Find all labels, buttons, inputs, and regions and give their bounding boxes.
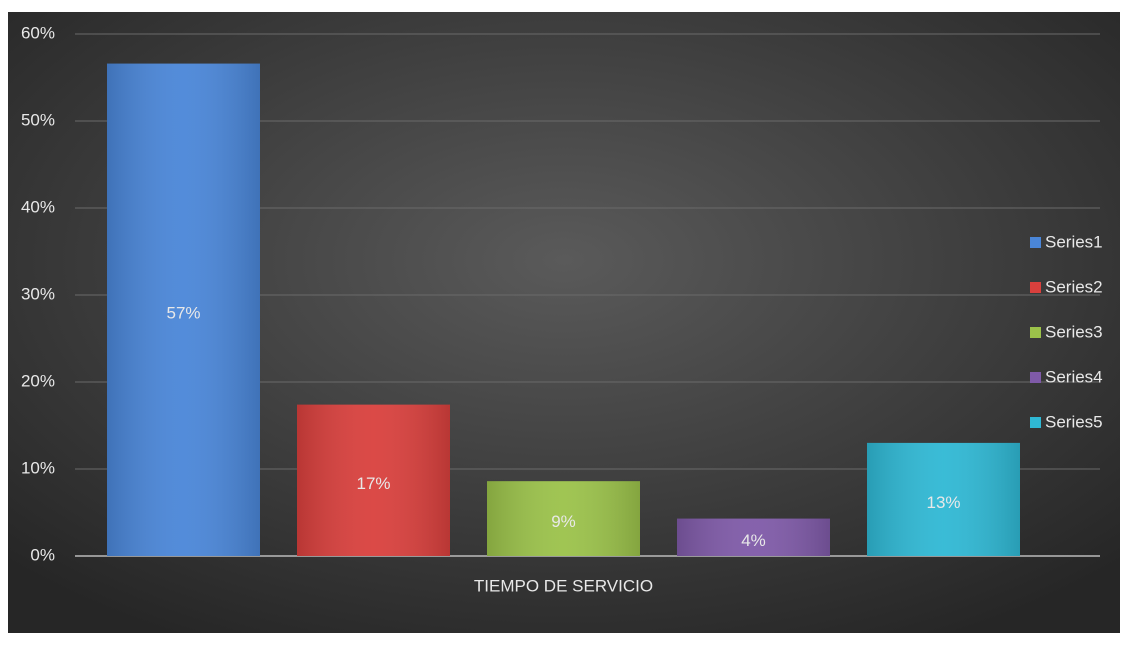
data-label: 4% (741, 531, 766, 550)
legend-swatch (1030, 327, 1041, 338)
legend-label: Series5 (1045, 412, 1103, 431)
data-label: 17% (356, 474, 390, 493)
legend-swatch (1030, 237, 1041, 248)
x-tick-label: TIEMPO DE SERVICIO (474, 576, 653, 595)
legend-swatch (1030, 372, 1041, 383)
y-tick-label: 60% (21, 23, 55, 42)
y-tick-label: 20% (21, 371, 55, 390)
y-tick-label: 50% (21, 110, 55, 129)
data-label: 57% (166, 303, 200, 322)
legend-swatch (1030, 417, 1041, 428)
bar-shade (487, 481, 640, 556)
legend-label: Series3 (1045, 322, 1103, 341)
legend-label: Series2 (1045, 277, 1103, 296)
legend-label: Series1 (1045, 232, 1103, 251)
bar-shade (677, 518, 830, 556)
data-label: 13% (926, 493, 960, 512)
bar-shade (867, 442, 1020, 556)
y-tick-label: 10% (21, 458, 55, 477)
legend-swatch (1030, 282, 1041, 293)
y-tick-label: 30% (21, 284, 55, 303)
legend-label: Series4 (1045, 367, 1103, 386)
bar-shade (107, 63, 260, 557)
y-tick-label: 40% (21, 197, 55, 216)
y-tick-label: 0% (30, 545, 55, 564)
data-label: 9% (551, 512, 576, 531)
bar-shade (297, 404, 450, 556)
